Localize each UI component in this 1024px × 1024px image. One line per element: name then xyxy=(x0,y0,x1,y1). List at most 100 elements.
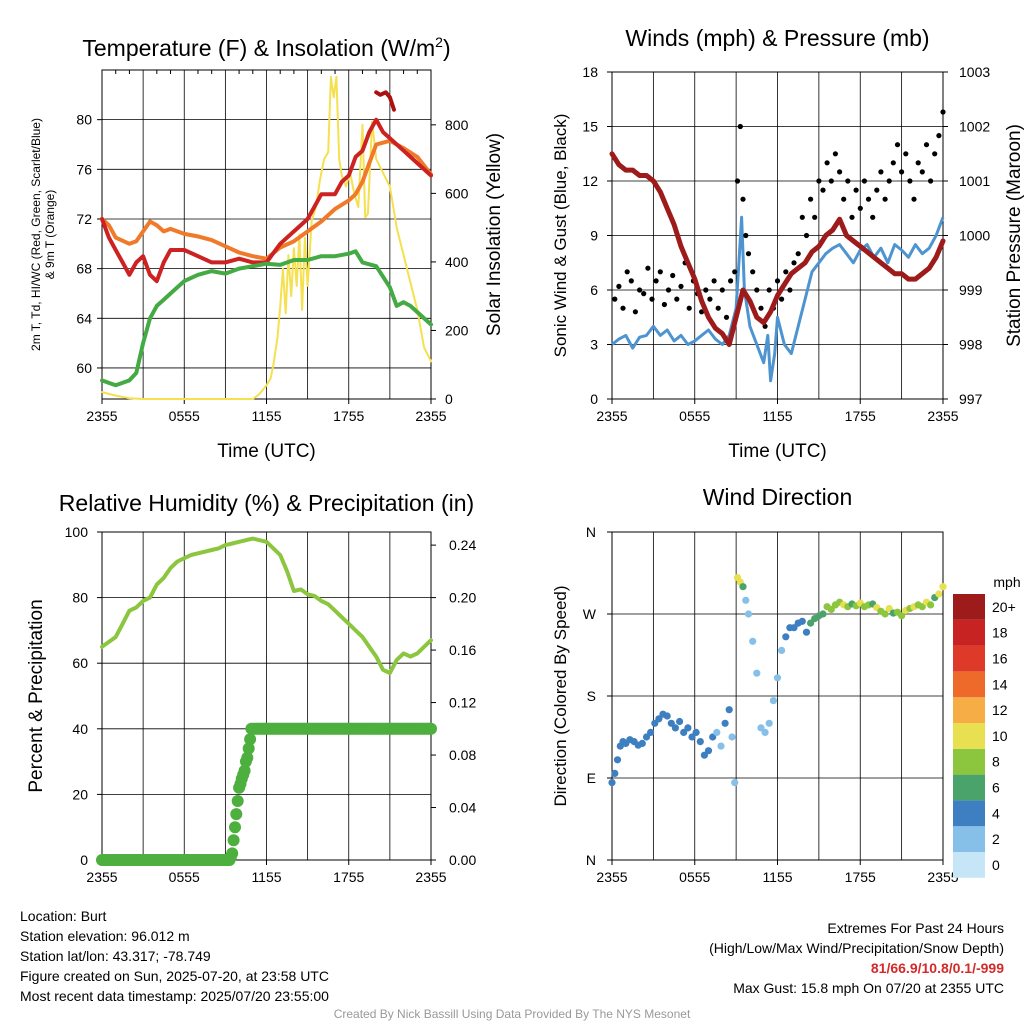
y-tick-label: E xyxy=(587,770,596,786)
extremes-info: Extremes For Past 24 Hours (High/Low/Max… xyxy=(709,918,1004,998)
y2-tick-label: 1001 xyxy=(959,173,990,189)
colorbar-swatch xyxy=(953,826,985,852)
gust-point xyxy=(750,269,756,275)
y-tick-label: 6 xyxy=(590,282,598,298)
gust-point xyxy=(745,251,752,257)
y-tick-label: 0 xyxy=(80,852,88,868)
direction-point xyxy=(713,728,721,737)
colorbar-swatch xyxy=(953,774,985,801)
gust-point xyxy=(665,287,672,293)
gust-point xyxy=(758,305,764,311)
precip-point xyxy=(425,722,437,735)
direction-point xyxy=(676,717,684,726)
y-tick-label: N xyxy=(586,524,596,540)
x-tick-label: 1755 xyxy=(333,869,364,885)
series-line-relative-humidity xyxy=(100,536,433,675)
direction-point xyxy=(918,603,926,611)
extremes-title: Extremes For Past 24 Hours xyxy=(827,920,1004,936)
y-tick-label: 12 xyxy=(582,173,598,189)
chart-title: Wind Direction xyxy=(703,484,853,510)
colorbar-swatch xyxy=(953,748,985,775)
max-gust: Max Gust: 15.8 mph On 07/20 at 2355 UTC xyxy=(733,980,1004,996)
direction-point xyxy=(802,628,811,636)
direction-point xyxy=(684,724,692,732)
gust-point xyxy=(707,296,713,302)
y-tick-label: N xyxy=(586,852,596,868)
gust-point xyxy=(832,151,839,157)
y2-axis-label: Solar Insolation (Yellow) xyxy=(484,133,505,336)
gust-point xyxy=(820,187,826,193)
x-tick-label: 2355 xyxy=(86,408,117,424)
direction-point xyxy=(765,719,773,727)
direction-point xyxy=(642,733,651,741)
gust-point xyxy=(686,305,692,311)
series-line-sonic-wind xyxy=(611,215,945,383)
gust-point xyxy=(828,178,834,184)
direction-point xyxy=(885,604,893,613)
direction-point xyxy=(753,669,761,677)
gust-point xyxy=(878,169,884,175)
gust-point xyxy=(915,160,921,166)
gust-point xyxy=(628,278,634,284)
gust-point xyxy=(624,269,630,275)
gust-point xyxy=(719,287,725,293)
chart-title: Relative Humidity (%) & Precipitation (i… xyxy=(59,490,474,516)
y-tick-label: 20 xyxy=(72,786,88,802)
gust-point xyxy=(783,269,789,275)
gust-point xyxy=(845,178,851,184)
y-tick-label: 80 xyxy=(72,590,88,606)
gust-point xyxy=(791,260,797,266)
precip-point xyxy=(227,834,240,847)
x-tick-label: 1155 xyxy=(251,869,281,885)
gust-point xyxy=(853,187,859,193)
gust-point xyxy=(641,291,647,297)
x-tick-label: 2355 xyxy=(596,869,627,885)
gust-point xyxy=(734,178,741,184)
x-tick-label: 0555 xyxy=(679,869,710,885)
precip-point xyxy=(238,764,251,777)
gust-point xyxy=(779,296,785,302)
x-tick-label: 2355 xyxy=(596,408,627,424)
x-tick-label: 2355 xyxy=(86,869,117,885)
colorbar-swatch xyxy=(953,594,985,620)
direction-point xyxy=(611,769,619,778)
station-location: Location: Burt xyxy=(20,908,107,924)
gust-point xyxy=(799,214,805,220)
gust-point xyxy=(649,296,655,302)
direction-point xyxy=(709,733,717,741)
colorbar-label: 12 xyxy=(992,702,1008,718)
precip-point xyxy=(230,808,243,821)
y2-tick-label: 0.08 xyxy=(449,747,476,763)
gust-point xyxy=(657,269,663,275)
y2-tick-label: 0.24 xyxy=(449,537,476,553)
y-axis-label: Percent & Precipitation xyxy=(26,599,47,792)
y-tick-label: 80 xyxy=(76,112,92,128)
y-tick-label: 72 xyxy=(76,211,92,227)
y-tick-label: 9 xyxy=(590,228,598,244)
direction-point xyxy=(688,733,696,741)
direction-point xyxy=(704,747,713,755)
y2-tick-label: 0.12 xyxy=(449,695,476,711)
y-tick-label: 68 xyxy=(76,261,92,277)
colorbar-title: mph xyxy=(993,574,1020,590)
y-tick-label: 60 xyxy=(72,655,88,671)
colorbar-label: 10 xyxy=(992,728,1008,744)
direction-point xyxy=(881,610,889,618)
series-line-solar-insolation xyxy=(101,75,432,400)
y-tick-label: W xyxy=(583,606,597,622)
precip-point xyxy=(226,847,239,860)
x-tick-label: 2355 xyxy=(927,408,958,424)
gust-point xyxy=(865,196,872,202)
gust-point xyxy=(837,169,843,175)
gust-point xyxy=(740,196,746,202)
colorbar-swatch xyxy=(953,800,985,827)
x-tick-label: 0555 xyxy=(169,869,200,885)
gust-point xyxy=(812,214,818,220)
direction-point xyxy=(667,719,675,727)
y-tick-label: 76 xyxy=(76,161,92,177)
direction-point xyxy=(728,733,736,741)
y-tick-label: 0 xyxy=(590,391,598,407)
direction-point xyxy=(671,724,680,732)
direction-point xyxy=(696,738,704,746)
x-tick-label: 1755 xyxy=(333,408,364,424)
